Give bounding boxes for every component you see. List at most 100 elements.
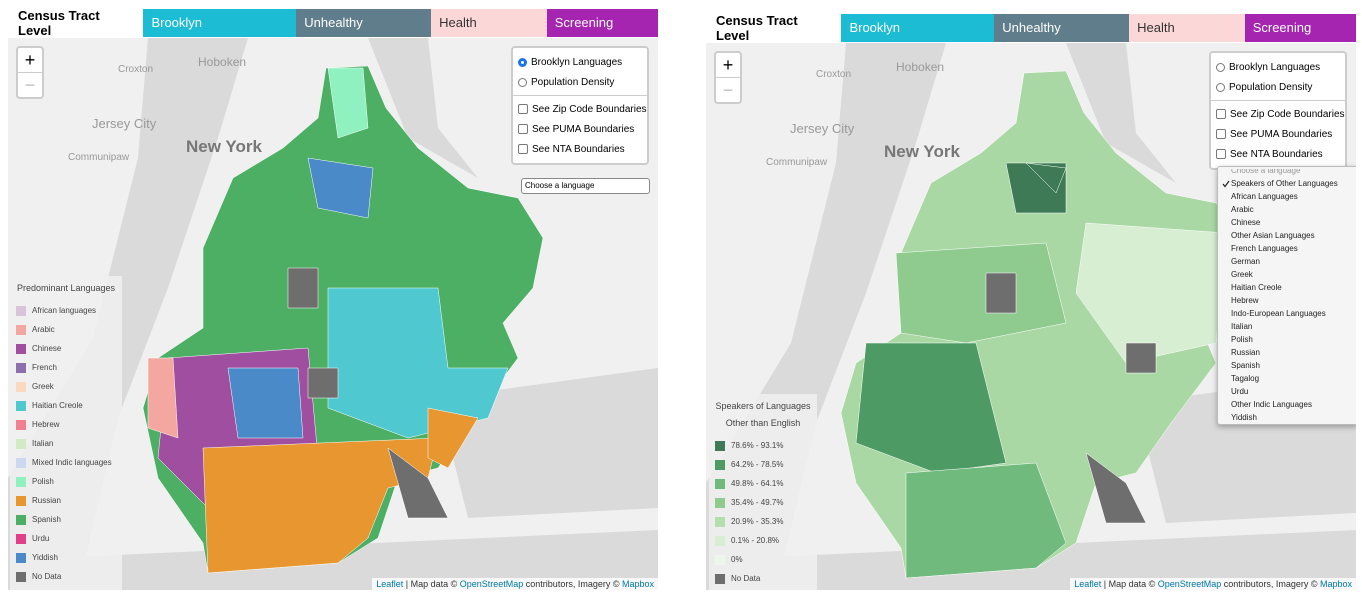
dropdown-option[interactable]: Italian — [1218, 320, 1356, 333]
radio[interactable] — [1216, 62, 1225, 72]
tab[interactable]: Unhealthy Behaviors — [994, 14, 1130, 63]
dropdown-option[interactable]: African Languages — [1218, 190, 1356, 203]
option-label: Choose a language — [1231, 169, 1301, 175]
dropdown-option[interactable]: Haitian Creole — [1218, 281, 1356, 294]
dropdown-option[interactable]: Hebrew — [1218, 294, 1356, 307]
dropdown-option[interactable]: Polish — [1218, 333, 1356, 346]
tract-group — [287, 267, 319, 309]
checkbox[interactable] — [1216, 109, 1226, 119]
attribution-link[interactable]: Mapbox — [621, 579, 654, 589]
tab[interactable]: Screening Rates — [1244, 14, 1356, 63]
attribution-link[interactable]: Leaflet — [1074, 579, 1102, 589]
checkbox[interactable] — [518, 144, 528, 154]
separator — [1211, 100, 1345, 101]
header-title: Census Tract Level — [18, 8, 100, 38]
dropdown-option[interactable]: French Languages — [1218, 242, 1356, 255]
legend-label: Haitian Creole — [32, 401, 83, 410]
zoom-button[interactable]: + — [24, 50, 36, 70]
dropdown-option[interactable]: Yiddish — [1218, 411, 1356, 424]
attribution-link[interactable]: Leaflet — [376, 579, 404, 589]
checkbox-row[interactable]: See NTA Boundaries — [1211, 144, 1345, 164]
zoom-button[interactable]: + — [722, 55, 734, 75]
tab[interactable]: Health Outcomes — [431, 9, 547, 58]
legend-item: Hebrew — [16, 415, 116, 434]
checkbox[interactable] — [1216, 129, 1226, 139]
tab[interactable]: Health Outcomes — [1129, 14, 1245, 63]
legend-title: Predominant Languages — [16, 280, 116, 297]
legend-item: 64.2% - 78.5% — [715, 455, 811, 474]
radio-row[interactable]: Population Density — [1211, 77, 1345, 97]
dropdown-option[interactable]: Urdu — [1218, 385, 1356, 398]
legend-item: Haitian Creole — [16, 396, 116, 415]
tab[interactable]: Brooklyn Demographics — [841, 14, 995, 63]
legend-swatch — [16, 400, 26, 411]
legend-swatch — [715, 554, 725, 565]
checkbox[interactable] — [518, 124, 528, 134]
legend-label: 0% — [731, 555, 743, 564]
language-select[interactable]: Choose a language — [521, 178, 650, 194]
legend-item: 78.6% - 93.1% — [715, 436, 811, 455]
radio[interactable] — [518, 57, 527, 67]
radio-row[interactable]: Brooklyn Languages — [1211, 57, 1345, 77]
attribution: Leaflet | Map data © OpenStreetMap contr… — [1070, 578, 1356, 590]
header: Census Tract Level Brooklyn DemographicsU… — [8, 8, 658, 58]
tab[interactable]: Screening Rates — [546, 9, 658, 58]
legend-label: Polish — [32, 477, 54, 486]
option-label: Speakers of Other Languages — [1231, 179, 1338, 188]
checkbox-row[interactable]: See NTA Boundaries — [513, 139, 647, 159]
legend-item: Russian — [16, 491, 116, 510]
dropdown-option[interactable]: Other Indic Languages — [1218, 398, 1356, 411]
legend-label: 78.6% - 93.1% — [731, 441, 784, 450]
legend-swatch — [16, 305, 26, 316]
dropdown-option[interactable]: Other Asian Languages — [1218, 229, 1356, 242]
radio-row[interactable]: Population Density — [513, 72, 647, 92]
place-label: Communipaw — [68, 152, 130, 163]
radio-row[interactable]: Brooklyn Languages — [513, 52, 647, 72]
option-label: Tagalog — [1231, 374, 1260, 383]
checkbox-row[interactable]: See Zip Code Boundaries — [1211, 104, 1345, 124]
dropdown-option[interactable]: Chinese — [1218, 216, 1356, 229]
dropdown-option[interactable]: German — [1218, 255, 1356, 268]
dropdown-option[interactable]: Indo-European Languages — [1218, 307, 1356, 320]
dropdown-option[interactable]: Speakers of Other Languages — [1218, 177, 1356, 190]
legend-item: 35.4% - 49.7% — [715, 493, 811, 512]
tab[interactable]: Brooklyn Demographics — [143, 9, 297, 58]
legend-label: 64.2% - 78.5% — [731, 460, 784, 469]
checkbox[interactable] — [1216, 149, 1226, 159]
radio[interactable] — [1216, 82, 1225, 92]
dropdown-option[interactable]: Tagalog — [1218, 372, 1356, 385]
dropdown-option[interactable]: Choose a language — [1218, 169, 1356, 177]
checkbox[interactable] — [518, 104, 528, 114]
checkbox-row[interactable]: See PUMA Boundaries — [513, 119, 647, 139]
legend-item: No Data — [715, 569, 811, 588]
option-label: Other Asian Languages — [1231, 231, 1315, 240]
checkbox-row[interactable]: See PUMA Boundaries — [1211, 124, 1345, 144]
dropdown-option[interactable]: Arabic — [1218, 203, 1356, 216]
legend-label: No Data — [32, 572, 62, 581]
legend-item: Greek — [16, 377, 116, 396]
attribution-link[interactable]: OpenStreetMap — [1157, 579, 1222, 589]
zoom-button[interactable]: − — [716, 77, 740, 102]
option-label: Other Indic Languages — [1231, 400, 1312, 409]
checkbox-row[interactable]: See Zip Code Boundaries — [513, 99, 647, 119]
zoom-button[interactable]: − — [18, 72, 42, 97]
checkbox-label: See NTA Boundaries — [532, 143, 625, 155]
tract-group — [1125, 342, 1157, 374]
legend-swatch — [715, 478, 725, 489]
panel: Census Tract Level Brooklyn DemographicsU… — [8, 8, 658, 590]
dropdown-option[interactable]: Greek — [1218, 268, 1356, 281]
dropdown-option[interactable]: Spanish — [1218, 359, 1356, 372]
legend-label: Mixed Indic languages — [32, 458, 112, 467]
legend-swatch — [16, 457, 26, 468]
legend-label: 0.1% - 20.8% — [731, 536, 780, 545]
dropdown-option[interactable]: Russian — [1218, 346, 1356, 359]
tract-group — [1085, 452, 1147, 524]
legend-item: Chinese — [16, 339, 116, 358]
legend: Speakers of Languages Other than English 7… — [709, 394, 817, 590]
tab[interactable]: Unhealthy Behaviors — [296, 9, 432, 58]
radio[interactable] — [518, 77, 527, 87]
attribution-link[interactable]: OpenStreetMap — [459, 579, 524, 589]
attribution-link[interactable]: Mapbox — [1319, 579, 1352, 589]
water — [1066, 43, 1176, 183]
legend-swatch — [16, 476, 26, 487]
